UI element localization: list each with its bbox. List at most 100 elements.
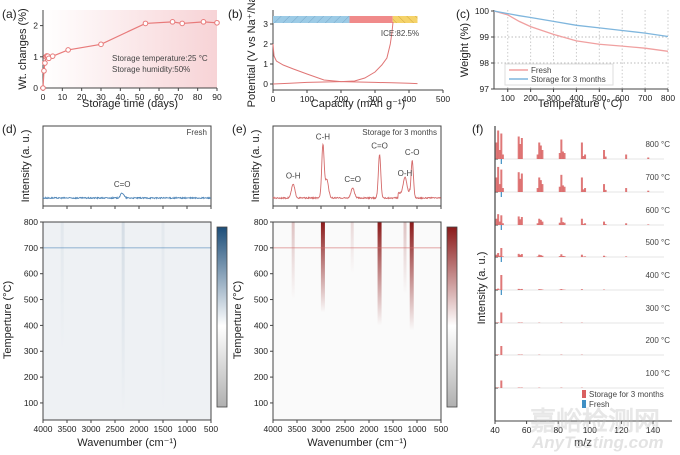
ms-bar-storage: [536, 154, 539, 159]
ms-bar-fresh: [500, 159, 502, 164]
y-tick-label: 600: [254, 269, 268, 279]
ms-bar-storage: [538, 218, 541, 225]
ms-bar-storage: [580, 142, 583, 159]
x-tick-label: 500: [434, 424, 448, 434]
x-tick-label: 200: [524, 93, 538, 103]
ms-bar-storage: [517, 253, 520, 257]
panel-label: (a): [2, 7, 17, 21]
y-axis-label: Temperture (°C): [232, 281, 244, 359]
x-tick-label: 80: [553, 425, 563, 435]
panel-label: (d): [2, 122, 17, 136]
peak-label: C=O: [371, 142, 388, 151]
x-tick-label: 60: [154, 92, 164, 102]
heatmap-streak: [377, 222, 382, 326]
ms-bar-storage: [563, 256, 566, 257]
ms-bar-storage: [560, 174, 563, 192]
x-tick-label: 60: [522, 425, 532, 435]
heatmap-background: [273, 222, 441, 420]
y-tick-label: 400: [24, 320, 38, 330]
heatmap-streak: [161, 222, 165, 416]
ms-bar-storage: [497, 288, 500, 290]
ms-bar-storage: [541, 150, 544, 159]
ms-bar-storage: [584, 223, 587, 225]
ms-bar-storage: [604, 189, 607, 192]
y-tick-label: 2: [263, 39, 268, 49]
y-tick-label: 98: [480, 58, 490, 68]
ms-bar-storage: [497, 130, 500, 159]
data-point: [142, 20, 149, 27]
heatmap-streak: [291, 222, 295, 300]
x-axis-label: Capacity (mAh g⁻¹): [311, 98, 405, 110]
ice-annotation: ICE:82.5%: [381, 29, 419, 38]
heatmap-frame: [42, 221, 212, 421]
spectrum-y-label: Intensity (a. u.): [20, 130, 32, 203]
watermark-text: AnyTesting.com: [531, 433, 664, 452]
temperature-label: 300 °C: [645, 304, 670, 313]
data-point: [40, 85, 46, 91]
panel-c: (c) 100 200 300 400 500 600 700 800 97 98 99 100 Temp…: [456, 6, 675, 110]
ms-bar-storage: [647, 190, 650, 192]
ms-bar-storage: [498, 150, 501, 159]
temperature-label: 400 °C: [645, 271, 670, 280]
x-tick-label: 300: [368, 94, 382, 104]
data-point: [214, 19, 220, 26]
ms-bar-storage: [500, 380, 503, 388]
y-tick-label: 1: [33, 52, 38, 62]
heatmap-streak: [60, 222, 64, 352]
ms-bar-storage: [517, 172, 520, 192]
x-tick-label: 3000: [312, 424, 331, 434]
ms-bar-storage: [563, 222, 566, 225]
x-tick-label: 2000: [130, 424, 149, 434]
y-tick-label: 600: [24, 269, 38, 279]
ms-bar-storage: [520, 254, 523, 257]
ms-bar-storage: [517, 216, 520, 225]
ms-bar-storage: [519, 254, 522, 257]
ms-bar-storage: [604, 156, 607, 159]
ms-bar-fresh: [500, 192, 502, 197]
ms-bar-storage: [519, 144, 522, 159]
x-tick-label: 1000: [178, 424, 197, 434]
ms-bar-storage: [498, 221, 501, 225]
data-point: [179, 20, 185, 27]
capacity-bar-segment: [349, 16, 393, 23]
ms-bar-storage: [558, 153, 561, 159]
legend-swatch: [582, 400, 586, 408]
x-tick-label: 200: [334, 94, 348, 104]
ms-bar-storage: [497, 214, 500, 225]
ms-bar-storage: [500, 169, 503, 192]
ms-bar-storage: [625, 223, 628, 225]
x-tick-label: 1000: [408, 424, 427, 434]
x-tick-label: 80: [193, 92, 203, 102]
ms-bar-storage: [580, 218, 583, 225]
ms-bar-storage: [498, 184, 501, 192]
ms-bar-storage: [539, 145, 542, 159]
x-tick-label: 3500: [58, 424, 77, 434]
x-axis-label: Temperature (°C): [538, 98, 622, 110]
ms-bar-storage: [501, 256, 504, 257]
y-tick-label: 700: [24, 243, 38, 253]
y-tick-label: 400: [254, 320, 268, 330]
ms-bar-storage: [625, 188, 628, 192]
y-tick-label: 200: [24, 372, 38, 382]
x-tick-label: 400: [402, 94, 416, 104]
peak-label: C-H: [316, 132, 330, 141]
x-tick-label: 2500: [106, 424, 125, 434]
series-line-1: [493, 10, 669, 38]
y-tick-label: 800: [254, 217, 268, 227]
ms-bar-storage: [561, 151, 564, 159]
ms-bar-storage: [561, 185, 564, 192]
ms-bar-storage: [519, 219, 522, 225]
ms-bar-storage: [560, 254, 563, 257]
data-point: [41, 68, 47, 74]
ms-bar-fresh: [500, 257, 502, 262]
panel-b: (b) 0 100 200 300 400 500 0 1 2 3 Capacity (mAh g⁻¹…: [228, 0, 450, 110]
heatmap-streak: [121, 222, 125, 414]
capacity-bar-hatch: [392, 16, 418, 23]
x-axis-label: m/z: [574, 437, 592, 449]
ms-bar-storage: [497, 166, 500, 192]
y-tick-label: 300: [24, 346, 38, 356]
x-tick-label: 100: [583, 425, 597, 435]
ms-bar-storage: [538, 289, 541, 290]
y-tick-label: 0: [33, 83, 38, 93]
temperature-label: 500 °C: [645, 238, 670, 247]
